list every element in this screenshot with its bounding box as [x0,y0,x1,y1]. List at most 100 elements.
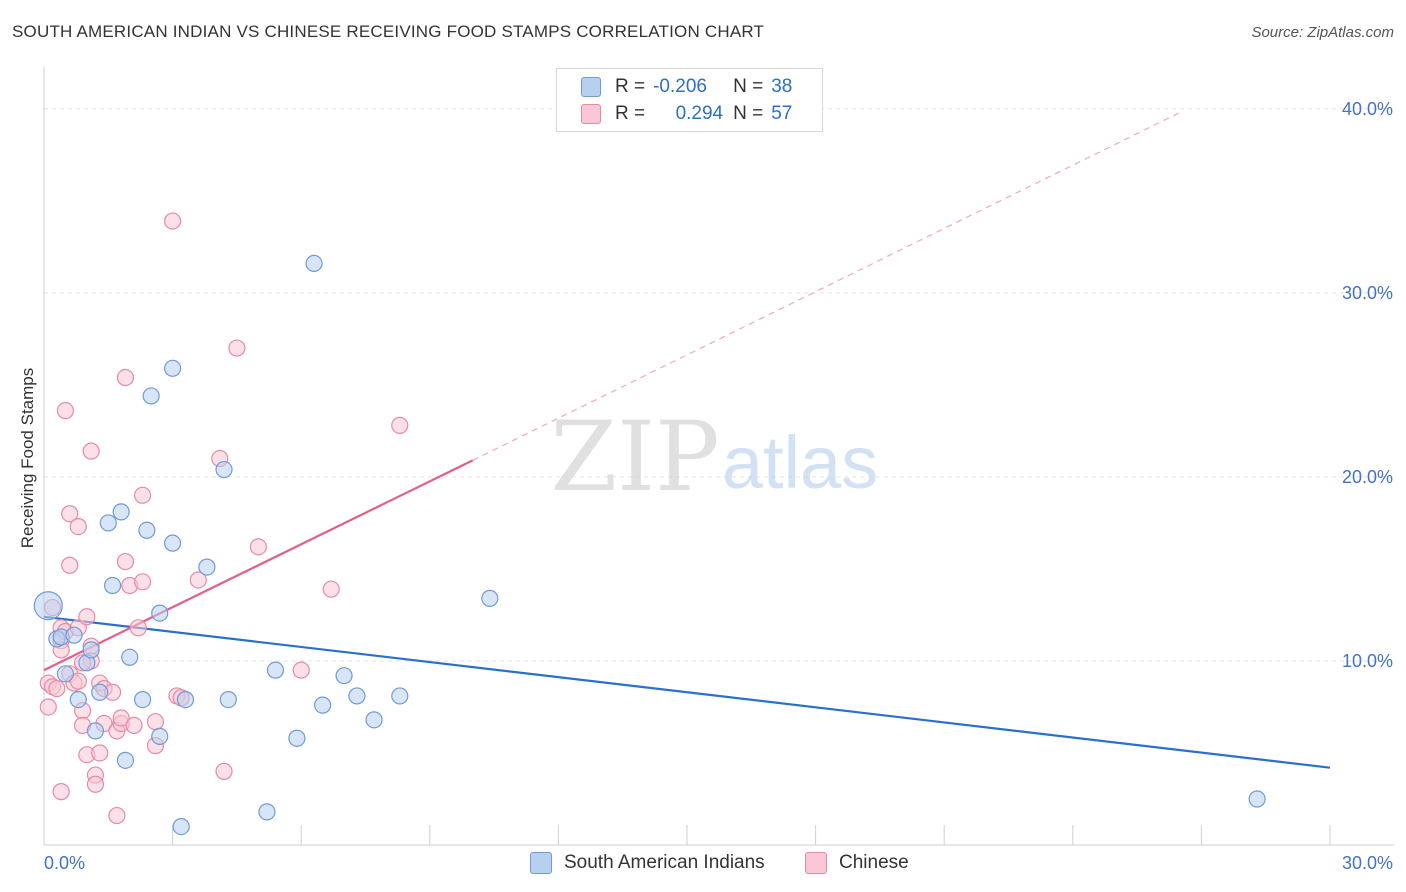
south-american-indian-point [314,696,332,714]
trend-lines [43,111,1331,769]
south-american-indian-point [33,591,63,621]
chinese-point [116,552,135,571]
series-name: Chinese [839,852,909,873]
south-american-indian-point [142,387,160,405]
chinese-point [61,505,79,523]
y-tick-label: 40.0% [1342,99,1393,119]
chinese-point [116,368,135,387]
south-american-indian-point [112,503,130,521]
series-swatch-blue [530,852,552,874]
chinese-point [48,679,66,698]
series-swatch-pink [805,852,827,874]
south-american-indian-point [348,687,366,705]
south-american-indian-point [91,683,109,701]
south-american-indian-point [86,722,105,740]
chinese-point [82,442,100,460]
chinese-point [69,672,87,690]
south-american-indian-point [335,667,353,685]
chinese-point [322,580,340,598]
chinese-point [133,573,152,591]
x-tick-label: 0.0% [44,853,85,873]
chinese-point [129,619,147,637]
chinese-point [56,402,75,420]
chinese-point [69,517,87,536]
chinese-point [133,486,152,504]
south-american-indian-point [151,604,169,622]
trend-line-south-american-indians [43,615,1331,769]
chinese-point [52,783,70,801]
chinese-point [39,698,57,716]
legend-swatch-blue [581,77,601,97]
x-tick-label: 30.0% [1342,853,1393,873]
south-american-indian-point [258,803,276,821]
south-american-indian-point [69,691,87,709]
chinese-point [61,556,79,574]
south-american-indian-point [121,648,139,666]
y-tick-labels: 10.0% 20.0% 30.0% 40.0% [1342,99,1393,671]
south-american-indian-points [33,254,1266,836]
chinese-point [86,775,105,793]
series-legend: South American Indians Chinese [0,852,1406,878]
legend-n-label: N = [733,76,764,97]
legend-r-label: R = [615,76,646,97]
chinese-point [108,806,126,825]
y-tick-label: 30.0% [1342,283,1393,303]
y-tick-label: 10.0% [1342,651,1393,671]
south-american-indian-point [365,711,383,729]
legend-row-south-american-indians: R = -0.206 N = 38 [581,76,792,98]
series-legend-south-american-indians: South American Indians [530,852,765,874]
south-american-indian-point [133,691,152,709]
legend-r-label: R = [615,103,646,124]
legend-row-chinese: R = 0.294 N = 57 [581,103,792,125]
y-tick-label: 20.0% [1342,467,1393,487]
south-american-indian-point [164,534,182,552]
south-american-indian-point [99,514,117,532]
south-american-indian-point [266,661,285,679]
south-american-indian-point [219,691,237,709]
chinese-point [215,762,233,780]
trend-line-chinese [43,459,474,672]
chart-title: SOUTH AMERICAN INDIAN VS CHINESE RECEIVI… [12,22,765,41]
x-tick-labels: 0.0% 30.0% [44,853,1393,873]
south-american-indian-point [1248,790,1266,808]
south-american-indian-point [103,576,122,595]
chart-source: Source: ZipAtlas.com [1251,24,1394,41]
series-legend-chinese: Chinese [805,852,909,874]
chinese-point [189,571,207,589]
chinese-point [125,716,143,734]
south-american-indian-point [116,751,135,769]
south-american-indian-point [56,665,75,683]
chinese-point [112,709,130,727]
chinese-point [391,416,409,434]
south-american-indian-point [65,626,83,644]
legend-r-value: -0.206 [653,76,707,97]
south-american-indian-point [151,727,169,746]
south-american-indian-point [176,691,195,709]
chinese-point [228,339,246,357]
axes [43,67,1394,846]
watermark-atlas: atlas [722,421,878,504]
south-american-indian-point [481,589,499,607]
chinese-point [292,661,310,679]
legend-n-label: N = [733,103,764,124]
south-american-indian-point [391,687,409,705]
south-american-indian-point [138,521,156,539]
legend-swatch-pink [581,104,601,124]
series-name: South American Indians [564,852,765,873]
watermark-zip: ZIP [550,401,719,513]
south-american-indian-point [288,729,306,747]
legend-n-value: 38 [771,76,793,97]
south-american-indian-point [198,558,216,576]
correlation-legend: R = -0.206 N = 38 R = 0.294 N = 57 [556,68,823,132]
south-american-indian-point [172,817,190,836]
legend-r-value: 0.294 [675,103,724,124]
south-american-indian-point [82,641,100,659]
grid-lines [44,108,1394,662]
watermark: ZIP atlas [550,401,878,513]
legend-n-value: 57 [771,103,793,124]
chinese-point [91,744,109,762]
south-american-indian-point [215,460,233,479]
chinese-point [164,212,182,230]
chinese-point [249,538,267,556]
